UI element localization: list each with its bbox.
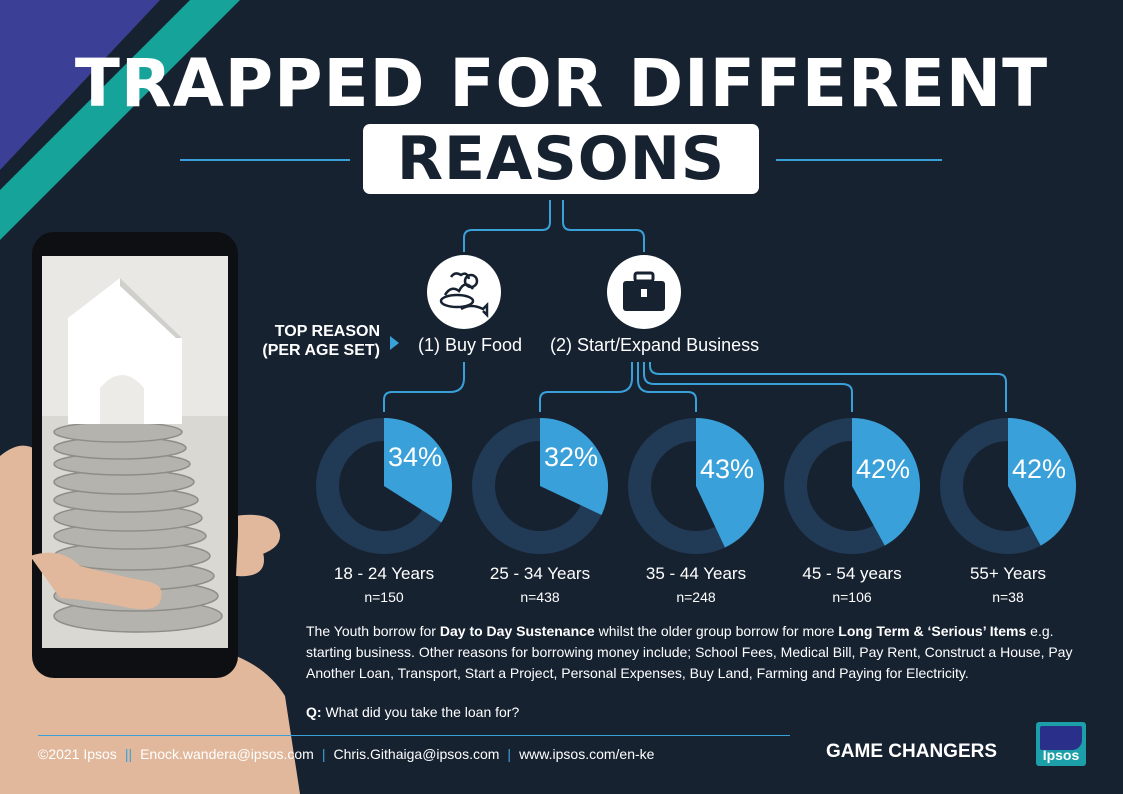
arrow-right-icon	[390, 336, 399, 350]
donut-chart	[628, 418, 764, 554]
reason-1-label: (1) Buy Food	[418, 335, 523, 355]
phone-house-illustration	[0, 232, 300, 794]
age-group-label: 45 - 54 years	[802, 564, 902, 583]
food-icon	[427, 255, 501, 329]
donut-slice	[384, 418, 452, 523]
donut-value-label: 42%	[1012, 454, 1067, 484]
survey-question: Q: What did you take the loan for?	[306, 704, 520, 720]
footer-email-1[interactable]: Enock.wandera@ipsos.com	[140, 746, 314, 762]
footer-copyright: ©2021 Ipsos	[38, 746, 117, 762]
donut-slice	[696, 418, 764, 548]
footer-email-2[interactable]: Chris.Githaiga@ipsos.com	[333, 746, 500, 762]
footer-website-link[interactable]: www.ipsos.com/en-ke	[519, 746, 655, 762]
donut-chart	[940, 418, 1076, 554]
donut-slice	[1008, 418, 1076, 546]
donut-value-label: 32%	[544, 442, 599, 472]
tagline: GAME CHANGERS	[826, 741, 998, 762]
age-group-label: 35 - 44 Years	[645, 564, 747, 583]
donut-value-label: 43%	[700, 454, 755, 484]
donut-slice	[540, 418, 608, 515]
age-group-label: 18 - 24 Years	[333, 564, 435, 583]
donut-value-label: 34%	[388, 442, 443, 472]
age-group-label: 55+ Years	[969, 564, 1047, 583]
top-reason-label: TOP REASON (PER AGE SET)	[262, 323, 380, 359]
donut-chart	[784, 418, 920, 554]
page-subtitle: REASONS	[363, 124, 759, 194]
description-text: The Youth borrow for Day to Day Sustenan…	[306, 623, 1073, 681]
page-title: TRAPPED FOR DIFFERENT	[74, 45, 1049, 122]
footer: ©2021 Ipsos || Enock.wandera@ipsos.com | Chr…	[38, 746, 655, 762]
donut-slice	[852, 418, 920, 546]
corner-stripes	[0, 0, 240, 240]
sample-size-label: n=38	[992, 589, 1024, 605]
donut-chart	[316, 418, 452, 554]
title-rule-left	[180, 159, 350, 161]
sample-size-label: n=150	[364, 589, 404, 605]
sample-size-label: n=248	[676, 589, 716, 605]
donut-value-label: 42%	[856, 454, 911, 484]
ipsos-logo: Ipsos	[1036, 722, 1086, 766]
footer-rule	[38, 735, 790, 736]
donut-chart	[472, 418, 608, 554]
sample-size-label: n=106	[832, 589, 872, 605]
briefcase-icon	[607, 255, 681, 329]
title-rule-right	[776, 159, 942, 161]
reason-2-label: (2) Start/Expand Business	[550, 335, 760, 355]
sample-size-label: n=438	[520, 589, 560, 605]
age-group-label: 25 - 34 Years	[489, 564, 591, 583]
